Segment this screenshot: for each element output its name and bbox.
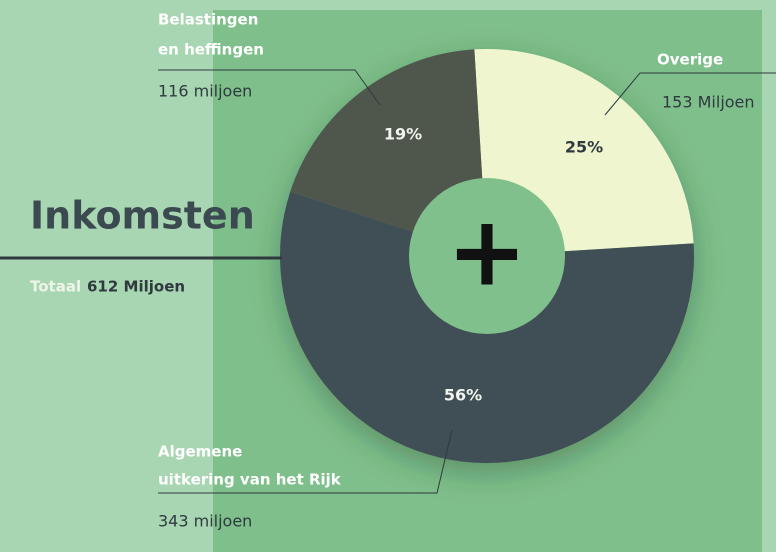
amount-label: 343 miljoen [158,512,252,531]
percent-label: 19% [384,125,422,144]
percent-label: 25% [565,138,603,157]
donut-hole [409,178,565,334]
leader-line [158,429,453,494]
leader-line [158,69,381,106]
leader-line [604,72,776,116]
category-label: uitkering van het Rijk [158,471,342,489]
center-symbol: + [447,195,527,307]
percent-label: 56% [444,386,482,405]
subtitle-value: 612 Miljoen [87,278,185,296]
category-label: Belastingen [158,11,258,29]
category-label: Overige [657,51,723,69]
amount-label: 116 miljoen [158,82,252,101]
category-label: en heffingen [158,41,264,59]
chart-title: Inkomsten [30,194,255,238]
category-label: Algemene [158,443,242,461]
amount-label: 153 Miljoen [662,93,755,112]
subtitle-label: Totaal [30,278,81,296]
